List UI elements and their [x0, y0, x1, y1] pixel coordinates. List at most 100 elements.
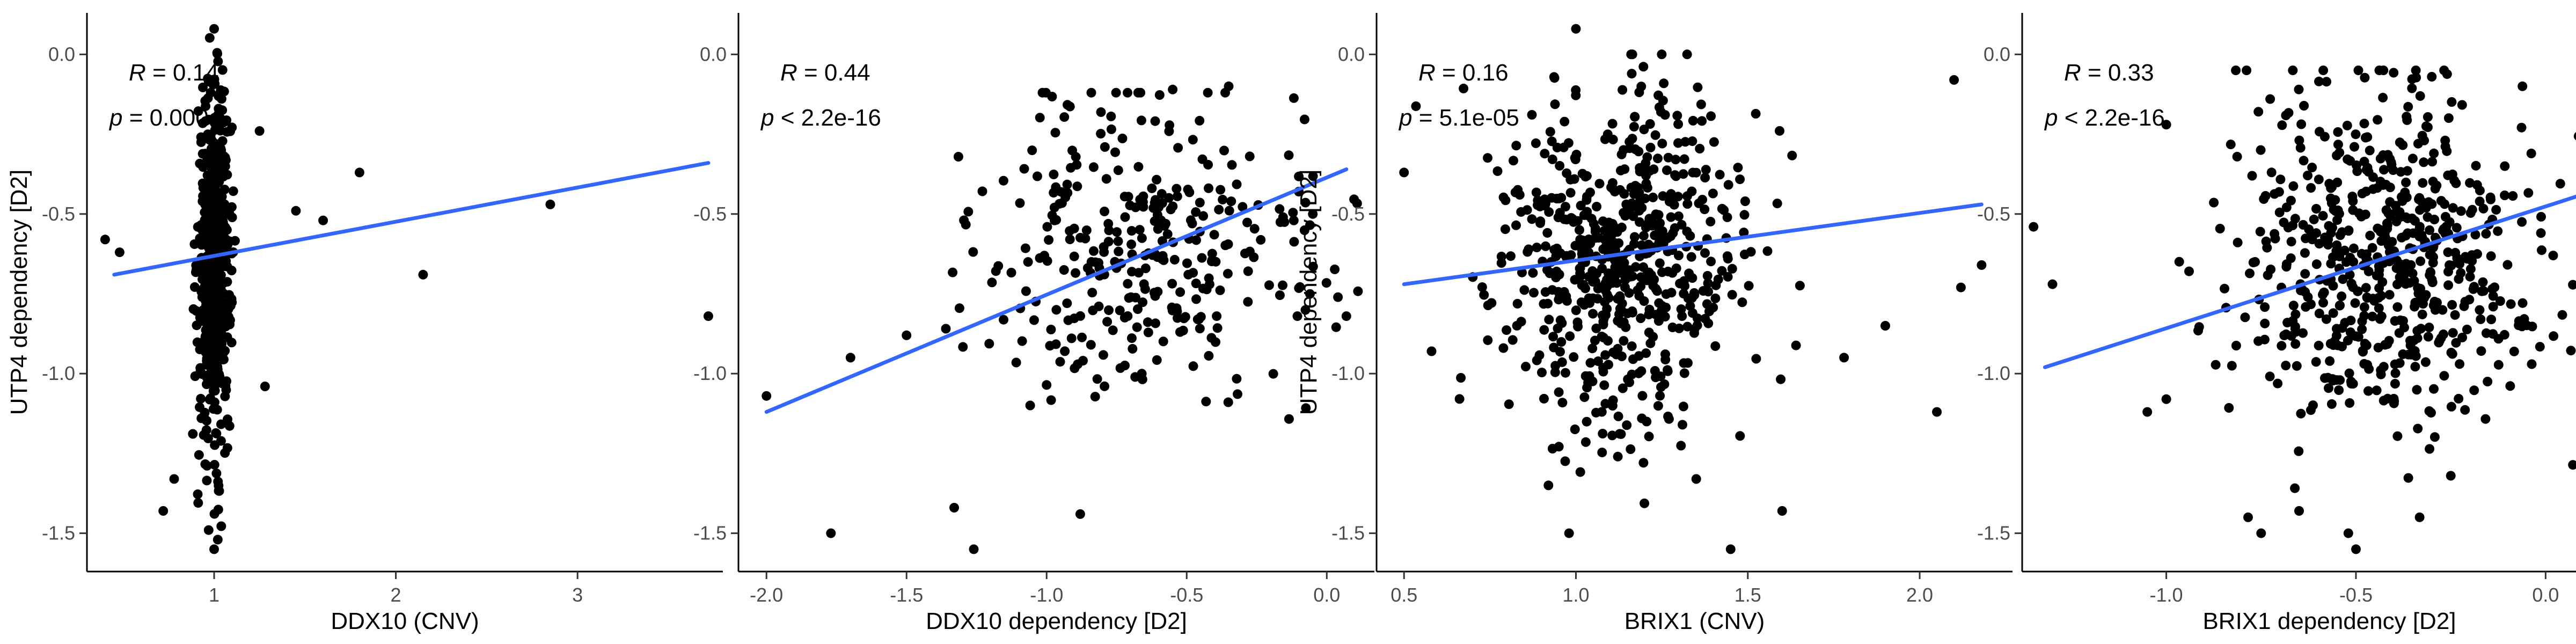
data-point	[1223, 268, 1233, 279]
data-point	[1575, 235, 1585, 245]
data-point	[2161, 120, 2171, 130]
data-point	[1541, 199, 1550, 209]
x-tick-label: -1.0	[1030, 584, 1063, 606]
data-point	[1751, 354, 1761, 364]
data-point	[1120, 212, 1130, 222]
data-point	[1795, 281, 1805, 291]
data-point	[1706, 257, 1716, 267]
data-point	[2401, 178, 2411, 187]
data-point	[1042, 222, 1052, 232]
data-point	[114, 247, 125, 258]
data-point	[1527, 109, 1537, 120]
data-point	[2392, 279, 2402, 289]
data-point	[2454, 393, 2464, 404]
data-point	[2290, 214, 2300, 224]
data-point	[2286, 237, 2296, 247]
data-point	[2377, 277, 2388, 287]
data-point	[217, 352, 227, 362]
data-point	[2383, 150, 2393, 160]
data-point	[1015, 198, 1025, 208]
data-point	[2357, 324, 2367, 334]
data-point	[1135, 225, 1145, 235]
data-point	[1711, 280, 1721, 290]
data-point	[1664, 414, 1674, 424]
data-point	[2405, 335, 2415, 346]
data-point	[1627, 134, 1637, 144]
data-point	[221, 385, 231, 395]
data-point	[1644, 327, 1654, 338]
data-point	[987, 277, 997, 288]
data-point	[2325, 356, 2335, 366]
data-point	[1019, 164, 1029, 174]
data-point	[1233, 389, 1242, 399]
data-point	[1932, 407, 1942, 417]
data-point	[1679, 154, 1689, 164]
data-point	[1739, 210, 1750, 220]
data-point	[1607, 119, 1618, 129]
data-point	[1598, 216, 1608, 226]
data-point	[2311, 357, 2321, 367]
data-point	[1102, 317, 1113, 327]
data-point	[1539, 299, 1549, 309]
data-point	[1511, 141, 1521, 151]
data-point	[2443, 280, 2454, 290]
data-point	[2294, 446, 2304, 456]
data-point	[1688, 115, 1698, 126]
data-point	[1599, 380, 1609, 390]
data-point	[1550, 99, 1560, 109]
data-point	[1623, 374, 1633, 384]
data-point	[2459, 301, 2469, 311]
data-point	[1135, 194, 1145, 204]
data-point	[2344, 368, 2354, 378]
data-point	[2392, 431, 2403, 441]
data-point	[2240, 312, 2250, 323]
data-point	[1591, 323, 1601, 333]
data-point	[1598, 363, 1608, 373]
data-point	[2358, 347, 2368, 357]
data-point	[1636, 272, 1646, 282]
data-point	[211, 469, 222, 479]
data-point	[2334, 148, 2345, 158]
data-point	[2472, 249, 2482, 259]
data-point	[1667, 268, 1678, 278]
data-point	[2464, 295, 2475, 305]
data-point	[1706, 111, 1716, 121]
data-point	[1308, 261, 1318, 272]
data-point	[958, 342, 968, 352]
data-point	[1639, 296, 1649, 306]
data-points	[100, 24, 713, 554]
data-point	[1086, 340, 1096, 350]
data-point	[1211, 337, 1220, 347]
data-point	[1706, 216, 1716, 226]
data-point	[1215, 285, 1225, 295]
data-point	[1214, 204, 1224, 215]
data-point	[195, 402, 204, 412]
data-point	[2029, 222, 2039, 232]
data-point	[213, 477, 223, 487]
p-annotation: p < 2.2e-16	[2044, 105, 2165, 131]
data-point	[1249, 224, 1260, 234]
data-point	[1045, 341, 1055, 351]
data-point	[2419, 157, 2429, 167]
data-point	[2436, 333, 2446, 343]
data-point	[1839, 353, 1849, 363]
data-point	[2415, 205, 2425, 215]
data-point	[2270, 229, 2280, 239]
data-point	[200, 207, 210, 217]
data-point	[1106, 111, 1116, 121]
y-tick-label: 0.0	[1984, 43, 2010, 65]
data-point	[2247, 171, 2257, 181]
data-point	[2425, 267, 2435, 277]
data-point	[1113, 165, 1123, 175]
data-point	[1635, 251, 1645, 261]
data-point	[2350, 298, 2360, 308]
data-point	[188, 304, 199, 314]
data-point	[2367, 243, 2377, 253]
data-point	[1600, 399, 1611, 409]
data-point	[200, 294, 210, 304]
data-point	[1130, 372, 1140, 382]
data-point	[2360, 209, 2370, 219]
data-point	[1232, 179, 1242, 189]
data-point	[2306, 405, 2316, 415]
data-point	[1709, 137, 1719, 147]
